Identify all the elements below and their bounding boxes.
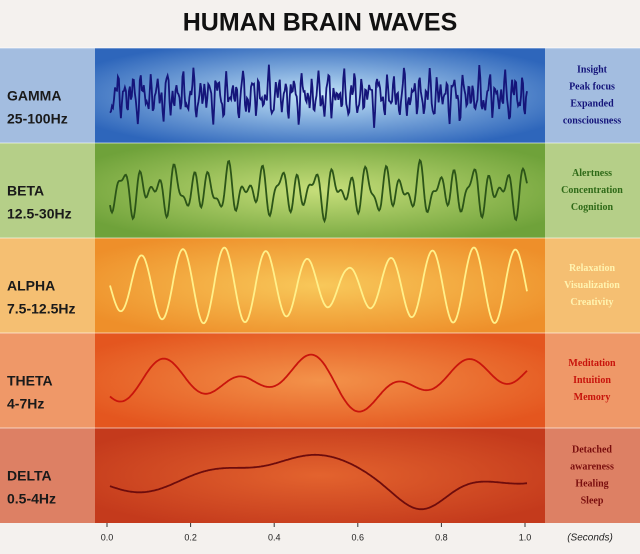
brain-wave (109, 64, 528, 128)
band-effect-panel (545, 238, 640, 333)
band-name: DELTA (7, 468, 52, 484)
band-name: THETA (7, 373, 53, 389)
band-label-panel (0, 238, 95, 333)
brain-wave (109, 353, 528, 413)
band-name: GAMMA (7, 88, 61, 104)
band-effect: Alertness (572, 168, 612, 179)
band-label-panel (0, 428, 95, 523)
x-tick-label: 1.0 (519, 532, 532, 542)
band-wave-panel (95, 333, 545, 428)
band-label-panel (0, 143, 95, 238)
x-tick-label: 0.4 (268, 532, 281, 542)
band-effect-panel (545, 428, 640, 523)
band-effect-panel (545, 48, 640, 143)
band-range: 4-7Hz (7, 396, 44, 412)
band-range: 12.5-30Hz (7, 206, 72, 222)
band-effect-panel (545, 143, 640, 238)
band-effect: consciousness (563, 115, 621, 126)
x-tick-label: 0.0 (101, 532, 114, 542)
band-range: 7.5-12.5Hz (7, 301, 75, 317)
x-tick-label: 0.6 (352, 532, 365, 542)
x-tick-label: 0.2 (184, 532, 197, 542)
x-tick-label: 0.8 (435, 532, 448, 542)
band-label-panel (0, 48, 95, 143)
band-label-panel (0, 333, 95, 428)
band-effect: Memory (574, 392, 611, 403)
band-effect: Healing (575, 478, 608, 489)
brain-wave (109, 158, 528, 224)
band-effect: Concentration (561, 185, 623, 196)
band-name: ALPHA (7, 278, 55, 294)
band-effect: Insight (577, 64, 608, 75)
band-range: 25-100Hz (7, 111, 68, 127)
band-effect: awareness (570, 461, 614, 472)
band-effect: Creativity (570, 297, 613, 308)
band-effect: Sleep (581, 495, 604, 506)
band-effect: Cognition (571, 202, 614, 213)
band-wave-panel (95, 428, 545, 523)
title: HUMAN BRAIN WAVES (183, 9, 458, 37)
band-effect: Expanded (570, 98, 614, 109)
brain-wave (109, 453, 528, 511)
x-axis-unit: (Seconds) (567, 533, 613, 544)
band-name: BETA (7, 183, 44, 199)
band-effect: Peak focus (569, 81, 615, 92)
band-effect: Detached (572, 444, 612, 455)
band-effect: Visualization (564, 280, 620, 291)
brain-wave (109, 246, 528, 325)
band-range: 0.5-4Hz (7, 491, 56, 507)
band-effect: Intuition (573, 375, 611, 386)
band-effect-panel (545, 333, 640, 428)
band-effect: Relaxation (569, 263, 616, 274)
band-effect: Meditation (568, 358, 616, 369)
